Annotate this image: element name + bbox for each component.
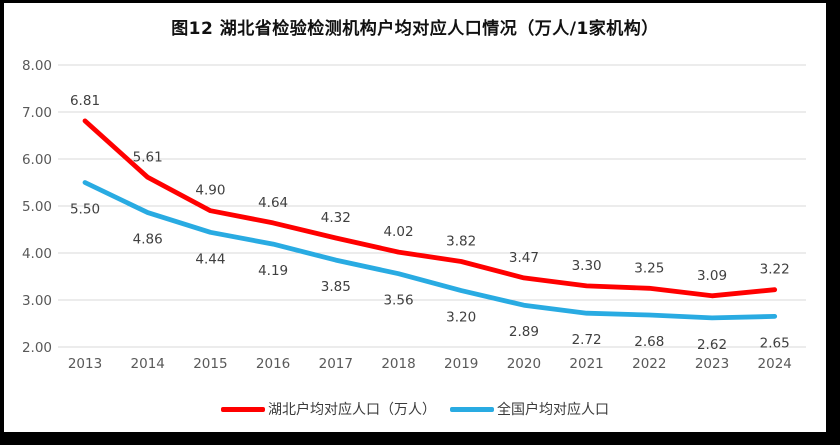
x-axis-tick-label: 2013: [68, 356, 102, 372]
data-label: 4.64: [258, 195, 288, 211]
x-axis-tick-label: 2019: [444, 356, 478, 372]
data-label: 4.86: [133, 232, 163, 248]
legend-swatch-hubei-line-icon: [221, 406, 265, 412]
data-label: 3.82: [446, 233, 476, 249]
y-axis-tick-label: 7.00: [22, 105, 52, 121]
data-label: 3.25: [634, 260, 664, 276]
data-label: 3.22: [760, 262, 790, 278]
data-label: 3.56: [383, 293, 413, 309]
y-axis-tick-label: 3.00: [22, 293, 52, 309]
data-label: 6.81: [70, 93, 100, 109]
chart-title: 图12 湖北省检验检测机构户均对应人口情况（万人/1家机构）: [171, 19, 659, 39]
x-axis-tick-label: 2024: [758, 356, 792, 372]
plot-area: 8.00 7.00 6.00 5.00 4.00 3.00 2.00 2013 2014 2015…: [22, 58, 806, 372]
series-line-0: [82, 118, 778, 299]
chart-canvas: 图12 湖北省检验检测机构户均对应人口情况（万人/1家机构） 8.00 7.00 6…: [4, 3, 826, 432]
x-axis-tick-label: 2015: [193, 356, 227, 372]
data-label: 2.89: [509, 324, 539, 340]
x-axis-tick-label: 2023: [695, 356, 729, 372]
data-label: 3.20: [446, 310, 476, 326]
data-label: 4.02: [383, 224, 413, 240]
x-axis-tick-label: 2021: [569, 356, 603, 372]
data-label: 2.72: [572, 332, 602, 348]
data-label: 4.19: [258, 263, 288, 279]
data-label: 4.44: [195, 251, 225, 267]
data-label: 3.09: [697, 268, 727, 284]
x-axis-tick-label: 2022: [632, 356, 666, 372]
data-label: 2.65: [760, 335, 790, 351]
legend-swatch-national-line-icon: [450, 406, 494, 412]
y-axis-tick-label: 2.00: [22, 340, 52, 356]
data-label: 2.62: [697, 337, 727, 353]
y-axis-tick-label: 6.00: [22, 152, 52, 168]
y-axis-tick-label: 4.00: [22, 246, 52, 262]
data-label: 4.32: [321, 210, 351, 226]
legend-item-national: 全国户均对应人口: [450, 399, 609, 419]
data-label: 2.68: [634, 334, 664, 350]
x-axis-tick-label: 2016: [256, 356, 290, 372]
series-line-1: [82, 180, 778, 321]
data-label: 4.90: [195, 183, 225, 199]
x-axis-tick-label: 2014: [131, 356, 165, 372]
legend-label-hubei: 湖北户均对应人口（万人）: [268, 402, 436, 418]
x-axis-tick-label: 2020: [507, 356, 541, 372]
data-label: 3.30: [572, 258, 602, 274]
data-label: 5.61: [133, 149, 163, 165]
x-axis-tick-label: 2017: [319, 356, 353, 372]
y-axis-tick-label: 8.00: [22, 58, 52, 74]
data-label: 3.85: [321, 279, 351, 295]
legend-label-national: 全国户均对应人口: [497, 402, 609, 418]
data-label: 5.50: [70, 202, 100, 218]
x-axis-tick-label: 2018: [381, 356, 415, 372]
legend: 湖北户均对应人口（万人） 全国户均对应人口: [4, 399, 826, 419]
data-label: 3.47: [509, 250, 539, 266]
legend-item-hubei: 湖北户均对应人口（万人）: [221, 399, 436, 419]
y-axis-tick-label: 5.00: [22, 199, 52, 215]
